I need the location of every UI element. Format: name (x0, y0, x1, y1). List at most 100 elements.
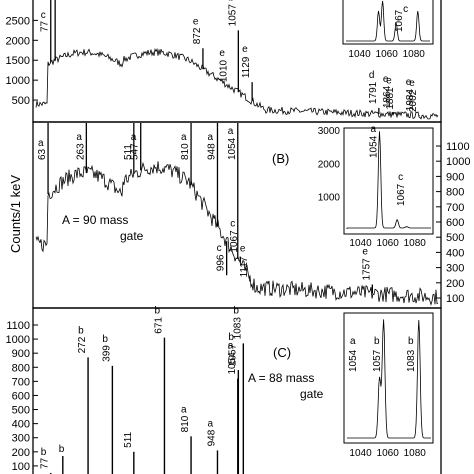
inset-peak-tag: c (403, 4, 408, 15)
peak-tag: e (219, 48, 225, 59)
right-y-tick-label: 700 (446, 202, 464, 214)
y-tick-label: 200 (12, 447, 30, 459)
y-tick-label: 2000 (6, 35, 30, 47)
peak-label: 1117 (239, 256, 250, 277)
peak-tag: e (240, 243, 246, 254)
peak-tag: b (78, 325, 84, 336)
inset-peak-tag: c (398, 172, 403, 183)
y-tick-label: 500 (12, 95, 30, 107)
inset-peak-tag: b (408, 336, 414, 347)
peak-tag: a (207, 418, 213, 429)
peak-label: 1010 (218, 59, 229, 82)
peak-label: 1757 (361, 258, 372, 281)
peak-tag: a (207, 132, 213, 143)
peak-tag: e (242, 44, 248, 55)
panel-b-inset-frame (343, 127, 434, 235)
right-y-tick-label: 1100 (446, 141, 470, 153)
peak-tag: a (228, 341, 234, 352)
panel-b-annotation-cont: gate (120, 229, 144, 243)
peak-label: 1054 (227, 352, 238, 375)
peak-label: 948 (206, 429, 217, 446)
inset-peak-label: 1054 (369, 135, 380, 158)
peak-label: 63 (37, 148, 48, 160)
right-y-tick-label: 100 (446, 293, 464, 305)
peak-label: 1129 (241, 56, 252, 78)
peak-label: 948 (206, 143, 217, 160)
peak-label: 77 (40, 20, 51, 32)
right-y-tick-label: 900 (446, 171, 464, 183)
peak-label: 1791 (368, 81, 379, 104)
peak-tag: e (383, 74, 389, 85)
panel-c-y-ticks: 100 200 300 400 500 600 700 800 900 1000 1100 (6, 320, 38, 473)
inset-x-tick-label: 1080 (404, 448, 427, 459)
panel-b-inset-spectrum (346, 131, 431, 229)
peak-tag: b (59, 444, 65, 455)
panel-c-inset-x-ticks: 1040 1060 1080 (349, 448, 426, 459)
peak-tag: a (181, 404, 187, 415)
peak-tag: c (41, 10, 46, 21)
inset-peak-tag: a (350, 336, 356, 347)
peak-tag: a (38, 138, 44, 149)
y-axis-label: Counts/1 keV (8, 175, 23, 253)
peak-tag: a (76, 132, 82, 143)
inset-x-tick-label: 1040 (349, 448, 372, 459)
peak-tag: c (217, 243, 222, 254)
y-tick-label: 100 (12, 461, 30, 473)
panel-c-annotation: A = 88 mass (248, 371, 314, 385)
inset-peak-tag: b (374, 336, 380, 347)
y-tick-label: 500 (12, 405, 30, 417)
panel-a-inset-frame (342, 0, 434, 45)
inset-x-tick-label: 1060 (377, 448, 400, 459)
peak-label: 511 (123, 431, 134, 447)
right-y-tick-label: 200 (446, 278, 464, 290)
peak-tag: e (362, 247, 368, 258)
peak-tag: a (181, 132, 187, 143)
panel-a-y-ticks: 500 1000 1500 2000 2500 (6, 15, 38, 107)
panel-a-spectrum (35, 47, 439, 120)
panel-c-frame (32, 307, 442, 474)
peak-label: 996 (216, 254, 227, 271)
peak-tag: b (154, 306, 160, 317)
panel-a-inset-spectrum (346, 0, 430, 42)
peak-label: 272 (77, 336, 88, 353)
peak-tag: e (406, 77, 412, 88)
peak-label: 1054 (227, 137, 238, 160)
peak-label: 2002 (408, 89, 419, 112)
panel-b-spectrum (35, 161, 439, 306)
right-y-tick-label: 1000 (446, 156, 470, 168)
panel-b-inset-ticks: 1040 1060 1080 1000 2000 3000 (318, 126, 427, 249)
peak-label: 547 (130, 143, 141, 160)
peak-label: 1057 (227, 343, 238, 366)
peak-tag: b (102, 334, 108, 345)
peak-label: 1067 (229, 230, 240, 253)
peak-label: 810 (180, 143, 191, 160)
peak-label: 1057 (227, 4, 238, 27)
peak-label: 77 (40, 457, 51, 469)
y-tick-label: 600 (12, 390, 30, 402)
peak-label: 671 (153, 317, 164, 334)
panel-c-tag: (C) (273, 345, 291, 360)
peak-label: 511 (123, 144, 134, 160)
peak-label: 399 (101, 345, 112, 362)
peak-label: 1881 (385, 87, 396, 110)
panel-b-annotation: A = 90 mass (62, 213, 128, 227)
panel-c-bars (50, 337, 245, 474)
panel-c-inset-spectrum (347, 319, 431, 439)
right-y-tick-label: 400 (446, 247, 464, 259)
peak-label: 810 (180, 415, 191, 432)
peak-label: 1984 (405, 89, 416, 112)
y-tick-label: 1100 (6, 320, 30, 332)
right-y-tick-label: 800 (446, 187, 464, 199)
y-tick-label: 1000 (6, 334, 30, 346)
y-tick-label: 1500 (6, 55, 30, 67)
inset-peak-tag: a (371, 124, 377, 135)
peak-tag: a (131, 132, 137, 143)
right-y-tick-label: 600 (446, 217, 464, 229)
peak-tag: b (41, 447, 47, 458)
